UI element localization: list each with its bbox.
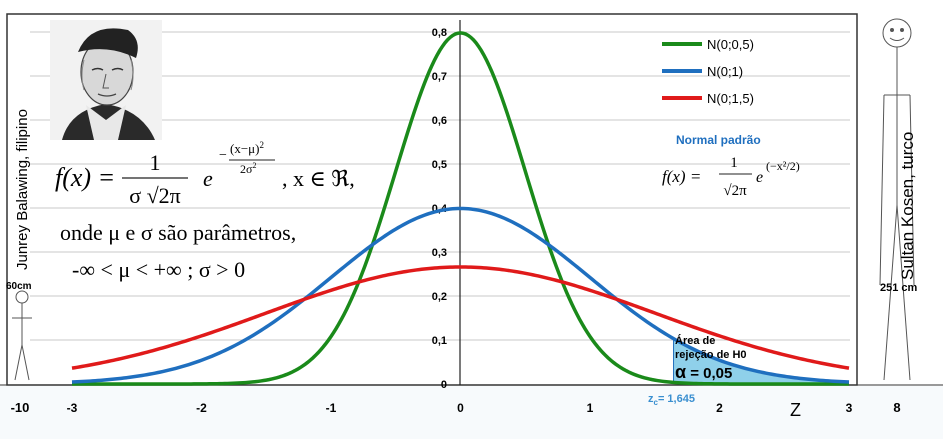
y-tick-label: 0,1 xyxy=(432,335,447,347)
formula-exp-minus: − xyxy=(219,148,227,163)
formula-constraints: -∞ < μ < +∞ ; σ > 0 xyxy=(72,257,245,282)
formula-domain: , x ∈ ℜ, xyxy=(282,166,355,191)
extra-left-tick: -10 xyxy=(11,400,30,415)
normal-density-formula: f(x) = 1 σ √2π e − (x−μ)2 2σ2 , x ∈ ℜ, o… xyxy=(55,140,355,282)
std-exponent: (−x²/2) xyxy=(766,159,800,173)
x-tick-label: 2 xyxy=(716,401,723,415)
legend-label: N(0;0,5) xyxy=(707,37,754,52)
x-tick-label: -1 xyxy=(326,401,337,415)
std-sqrt: √2π xyxy=(723,183,747,199)
rejection-label-line2: rejeção de H0 xyxy=(675,349,747,361)
x-tick-label: -3 xyxy=(67,401,78,415)
formula-exp-num: (x−μ)2 xyxy=(230,140,264,156)
y-tick-label: 0 xyxy=(441,379,447,391)
y-tick-label: 0,3 xyxy=(432,247,447,259)
formula-exp-den: 2σ2 xyxy=(240,161,256,176)
std-one: 1 xyxy=(730,155,738,171)
y-tick-label: 0,8 xyxy=(432,27,447,39)
legend: N(0;0,5) N(0;1) N(0;1,5) xyxy=(662,37,754,106)
formula-sigma-sqrt: σ √2π xyxy=(129,183,181,208)
standard-normal-title: Normal padrão xyxy=(676,133,761,147)
formula-one: 1 xyxy=(150,150,161,175)
y-tick-label: 0,2 xyxy=(432,291,447,303)
extra-right-tick: 8 xyxy=(893,400,900,415)
y-tick-label: 0,7 xyxy=(432,71,447,83)
x-tick-label: 1 xyxy=(587,401,594,415)
left-person-height: 60cm xyxy=(6,281,32,292)
x-tick-label: 3 xyxy=(846,401,853,415)
bottom-band xyxy=(0,386,943,439)
std-fx: f(x) = xyxy=(662,167,701,186)
formula-e: e xyxy=(203,166,213,191)
y-tick-label: 0,6 xyxy=(432,115,447,127)
x-tick-label: -2 xyxy=(196,401,207,415)
x-tick-label: 0 xyxy=(457,401,464,415)
x-axis-label: Z xyxy=(790,400,801,420)
left-person-name: Junrey Balawing, filipino xyxy=(14,109,31,270)
gauss-portrait xyxy=(50,20,162,140)
y-tick-label: 0,5 xyxy=(432,159,447,171)
formula-fx: f(x) = xyxy=(55,163,115,192)
left-person-figure xyxy=(12,291,32,380)
legend-label: N(0;1,5) xyxy=(707,91,754,106)
alpha-label: α = 0,05 xyxy=(675,362,732,382)
rejection-label-line1: Área de xyxy=(675,334,715,347)
right-person-height: 251 cm xyxy=(880,282,918,294)
legend-label: N(0;1) xyxy=(707,64,743,79)
right-person-name: Sultan Kosen, turco xyxy=(898,132,917,280)
standard-normal-formula: f(x) = 1 √2π e (−x²/2) xyxy=(662,155,800,199)
std-e: e xyxy=(756,169,763,186)
formula-params: onde μ e σ são parâmetros, xyxy=(60,220,296,245)
